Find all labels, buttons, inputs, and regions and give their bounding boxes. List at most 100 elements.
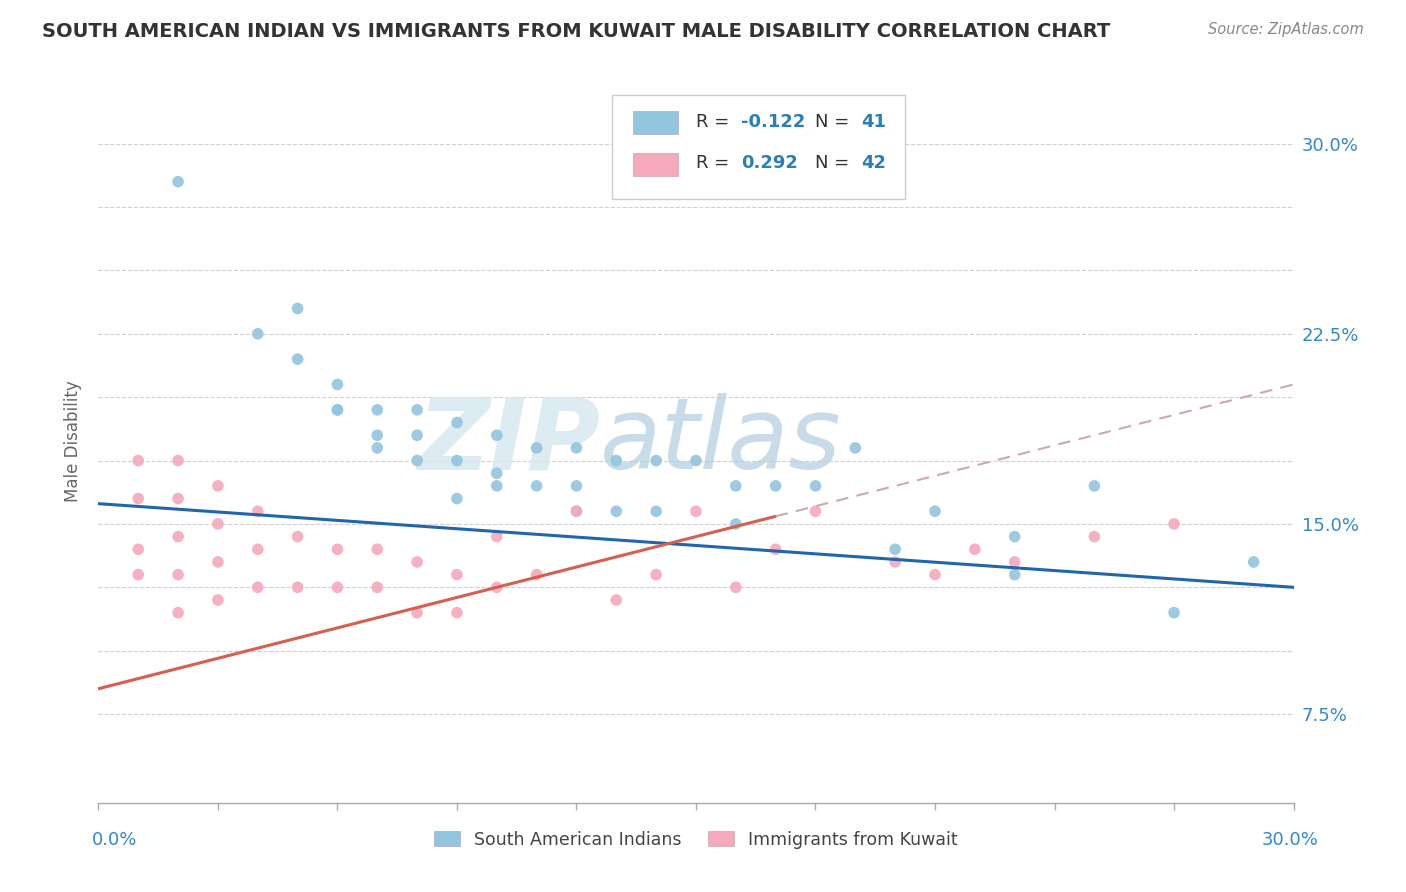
Point: [485, 530, 508, 544]
Point: [1083, 530, 1105, 544]
Point: [127, 491, 149, 506]
Point: [406, 555, 429, 569]
Text: atlas: atlas: [600, 393, 842, 490]
FancyBboxPatch shape: [633, 112, 678, 135]
Text: 30.0%: 30.0%: [1263, 831, 1319, 849]
Point: [406, 606, 429, 620]
Point: [804, 479, 827, 493]
Point: [167, 567, 190, 582]
Text: Source: ZipAtlas.com: Source: ZipAtlas.com: [1208, 22, 1364, 37]
Point: [884, 555, 907, 569]
Y-axis label: Male Disability: Male Disability: [65, 381, 83, 502]
Point: [366, 402, 388, 417]
Text: 0.0%: 0.0%: [91, 831, 136, 849]
Point: [645, 453, 668, 467]
Point: [605, 593, 627, 607]
Point: [924, 504, 946, 518]
Point: [565, 441, 588, 455]
Point: [326, 402, 349, 417]
Point: [685, 453, 707, 467]
Point: [326, 580, 349, 594]
Point: [287, 580, 309, 594]
Point: [246, 580, 269, 594]
Point: [804, 504, 827, 518]
Point: [246, 326, 269, 341]
Text: R =: R =: [696, 154, 735, 172]
Point: [724, 479, 747, 493]
Point: [884, 542, 907, 557]
Point: [207, 479, 229, 493]
Point: [326, 402, 349, 417]
Text: 0.292: 0.292: [741, 154, 799, 172]
Point: [246, 542, 269, 557]
Point: [326, 377, 349, 392]
Point: [1004, 555, 1026, 569]
Point: [446, 491, 468, 506]
Point: [446, 606, 468, 620]
Point: [366, 542, 388, 557]
Text: ZIP: ZIP: [418, 393, 600, 490]
Point: [565, 504, 588, 518]
Text: N =: N =: [815, 154, 855, 172]
Legend: South American Indians, Immigrants from Kuwait: South American Indians, Immigrants from …: [427, 823, 965, 855]
Point: [963, 542, 986, 557]
Point: [765, 542, 787, 557]
Text: R =: R =: [696, 113, 735, 131]
Text: 42: 42: [860, 154, 886, 172]
Point: [446, 416, 468, 430]
Point: [685, 504, 707, 518]
Point: [246, 504, 269, 518]
Point: [765, 479, 787, 493]
FancyBboxPatch shape: [633, 153, 678, 176]
Point: [565, 504, 588, 518]
Point: [207, 555, 229, 569]
Point: [167, 530, 190, 544]
Point: [287, 301, 309, 316]
FancyBboxPatch shape: [613, 95, 905, 200]
Point: [724, 580, 747, 594]
Point: [1243, 555, 1265, 569]
Point: [844, 441, 866, 455]
Point: [167, 606, 190, 620]
Point: [446, 453, 468, 467]
Point: [645, 567, 668, 582]
Point: [366, 428, 388, 442]
Point: [1163, 606, 1185, 620]
Point: [605, 453, 627, 467]
Text: N =: N =: [815, 113, 855, 131]
Point: [605, 504, 627, 518]
Point: [645, 504, 668, 518]
Point: [1004, 530, 1026, 544]
Point: [326, 542, 349, 557]
Point: [406, 402, 429, 417]
Point: [485, 479, 508, 493]
Point: [446, 567, 468, 582]
Point: [526, 479, 548, 493]
Point: [406, 428, 429, 442]
Point: [167, 175, 190, 189]
Point: [167, 453, 190, 467]
Point: [724, 516, 747, 531]
Point: [526, 441, 548, 455]
Point: [485, 580, 508, 594]
Point: [287, 530, 309, 544]
Point: [127, 567, 149, 582]
Point: [366, 580, 388, 594]
Point: [287, 352, 309, 367]
Point: [485, 467, 508, 481]
Point: [207, 593, 229, 607]
Point: [526, 567, 548, 582]
Point: [127, 542, 149, 557]
Text: -0.122: -0.122: [741, 113, 806, 131]
Point: [565, 479, 588, 493]
Point: [924, 567, 946, 582]
Point: [1163, 516, 1185, 531]
Point: [1083, 479, 1105, 493]
Point: [167, 491, 190, 506]
Point: [1004, 567, 1026, 582]
Point: [485, 428, 508, 442]
Text: SOUTH AMERICAN INDIAN VS IMMIGRANTS FROM KUWAIT MALE DISABILITY CORRELATION CHAR: SOUTH AMERICAN INDIAN VS IMMIGRANTS FROM…: [42, 22, 1111, 41]
Text: 41: 41: [860, 113, 886, 131]
Point: [366, 441, 388, 455]
Point: [127, 453, 149, 467]
